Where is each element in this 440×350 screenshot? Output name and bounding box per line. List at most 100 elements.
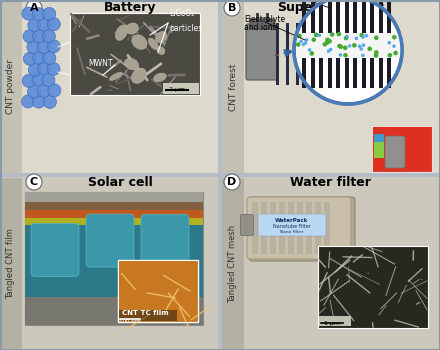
Bar — [373, 127, 431, 171]
Bar — [378, 0, 382, 34]
Bar — [353, 0, 357, 34]
Circle shape — [388, 41, 391, 44]
Circle shape — [393, 51, 398, 55]
Bar — [336, 0, 340, 34]
Bar — [258, 214, 326, 236]
Bar — [319, 58, 323, 88]
Circle shape — [48, 84, 61, 97]
Circle shape — [28, 85, 40, 98]
Circle shape — [26, 174, 42, 190]
Circle shape — [318, 33, 321, 37]
Circle shape — [47, 62, 60, 75]
Bar — [25, 218, 203, 225]
Circle shape — [43, 7, 56, 20]
Bar — [218, 0, 222, 350]
Circle shape — [37, 41, 50, 54]
Bar — [387, 0, 391, 34]
Text: MWNT: MWNT — [88, 58, 113, 68]
Circle shape — [299, 40, 303, 43]
Text: B: B — [228, 3, 236, 13]
Text: Nano Filter: Nano Filter — [280, 230, 304, 234]
Circle shape — [22, 7, 35, 20]
Bar — [387, 58, 391, 88]
Ellipse shape — [125, 58, 139, 70]
Bar — [279, 202, 285, 254]
Circle shape — [224, 0, 240, 16]
Circle shape — [33, 8, 45, 21]
Ellipse shape — [126, 23, 139, 34]
Circle shape — [367, 47, 372, 51]
Circle shape — [37, 84, 50, 98]
Bar — [319, 316, 351, 326]
Text: C: C — [30, 177, 38, 187]
Circle shape — [374, 53, 378, 58]
Bar — [0, 175, 440, 350]
Bar — [311, 58, 315, 88]
Ellipse shape — [115, 25, 128, 41]
Circle shape — [312, 37, 316, 42]
Circle shape — [352, 43, 356, 48]
Bar — [324, 202, 330, 254]
Circle shape — [323, 42, 327, 47]
Ellipse shape — [132, 35, 147, 49]
Circle shape — [362, 43, 365, 47]
Circle shape — [23, 52, 37, 65]
Bar — [372, 126, 432, 172]
Circle shape — [329, 48, 332, 51]
Circle shape — [345, 35, 349, 38]
Circle shape — [337, 32, 341, 36]
Text: WaterPack: WaterPack — [275, 217, 309, 223]
Text: particles: particles — [169, 24, 202, 33]
Circle shape — [47, 40, 60, 53]
Circle shape — [37, 18, 51, 31]
Circle shape — [297, 34, 302, 38]
Circle shape — [325, 40, 329, 45]
Bar — [353, 58, 357, 88]
Text: 1 μm: 1 μm — [324, 321, 340, 326]
Text: Solar cell: Solar cell — [88, 175, 152, 189]
Circle shape — [33, 51, 46, 64]
Circle shape — [27, 41, 40, 54]
Circle shape — [22, 95, 35, 108]
Circle shape — [304, 41, 307, 45]
Text: Water filter: Water filter — [290, 175, 370, 189]
Bar — [25, 210, 203, 218]
Bar — [297, 202, 303, 254]
Circle shape — [305, 38, 308, 42]
Circle shape — [44, 96, 56, 108]
Circle shape — [338, 44, 343, 49]
Bar — [336, 58, 340, 88]
Bar — [119, 310, 177, 321]
Bar — [374, 134, 384, 142]
Bar — [270, 202, 276, 254]
Bar — [362, 58, 366, 88]
Circle shape — [388, 53, 392, 57]
Bar — [327, 58, 331, 88]
Bar — [318, 246, 428, 328]
Ellipse shape — [155, 32, 167, 43]
Bar — [302, 0, 306, 34]
FancyBboxPatch shape — [141, 214, 189, 267]
Text: Tangled CNT film: Tangled CNT film — [7, 229, 15, 300]
Circle shape — [26, 0, 42, 16]
Circle shape — [28, 19, 41, 32]
FancyBboxPatch shape — [241, 215, 253, 236]
Text: Tangled CNT mesh: Tangled CNT mesh — [228, 225, 238, 303]
Ellipse shape — [110, 72, 122, 81]
Circle shape — [42, 30, 55, 43]
Bar — [296, 23, 299, 85]
Bar — [296, 33, 402, 58]
Bar — [0, 178, 22, 350]
Text: Supercapacitor: Supercapacitor — [277, 1, 383, 14]
Circle shape — [348, 44, 352, 48]
Circle shape — [374, 50, 379, 55]
Circle shape — [343, 53, 348, 57]
Text: and ions: and ions — [244, 22, 277, 32]
Bar — [302, 58, 306, 88]
FancyBboxPatch shape — [246, 24, 278, 80]
Circle shape — [308, 48, 312, 52]
Circle shape — [314, 33, 319, 37]
Circle shape — [309, 51, 314, 56]
Text: CNT forest: CNT forest — [228, 63, 238, 111]
Bar — [25, 192, 203, 202]
